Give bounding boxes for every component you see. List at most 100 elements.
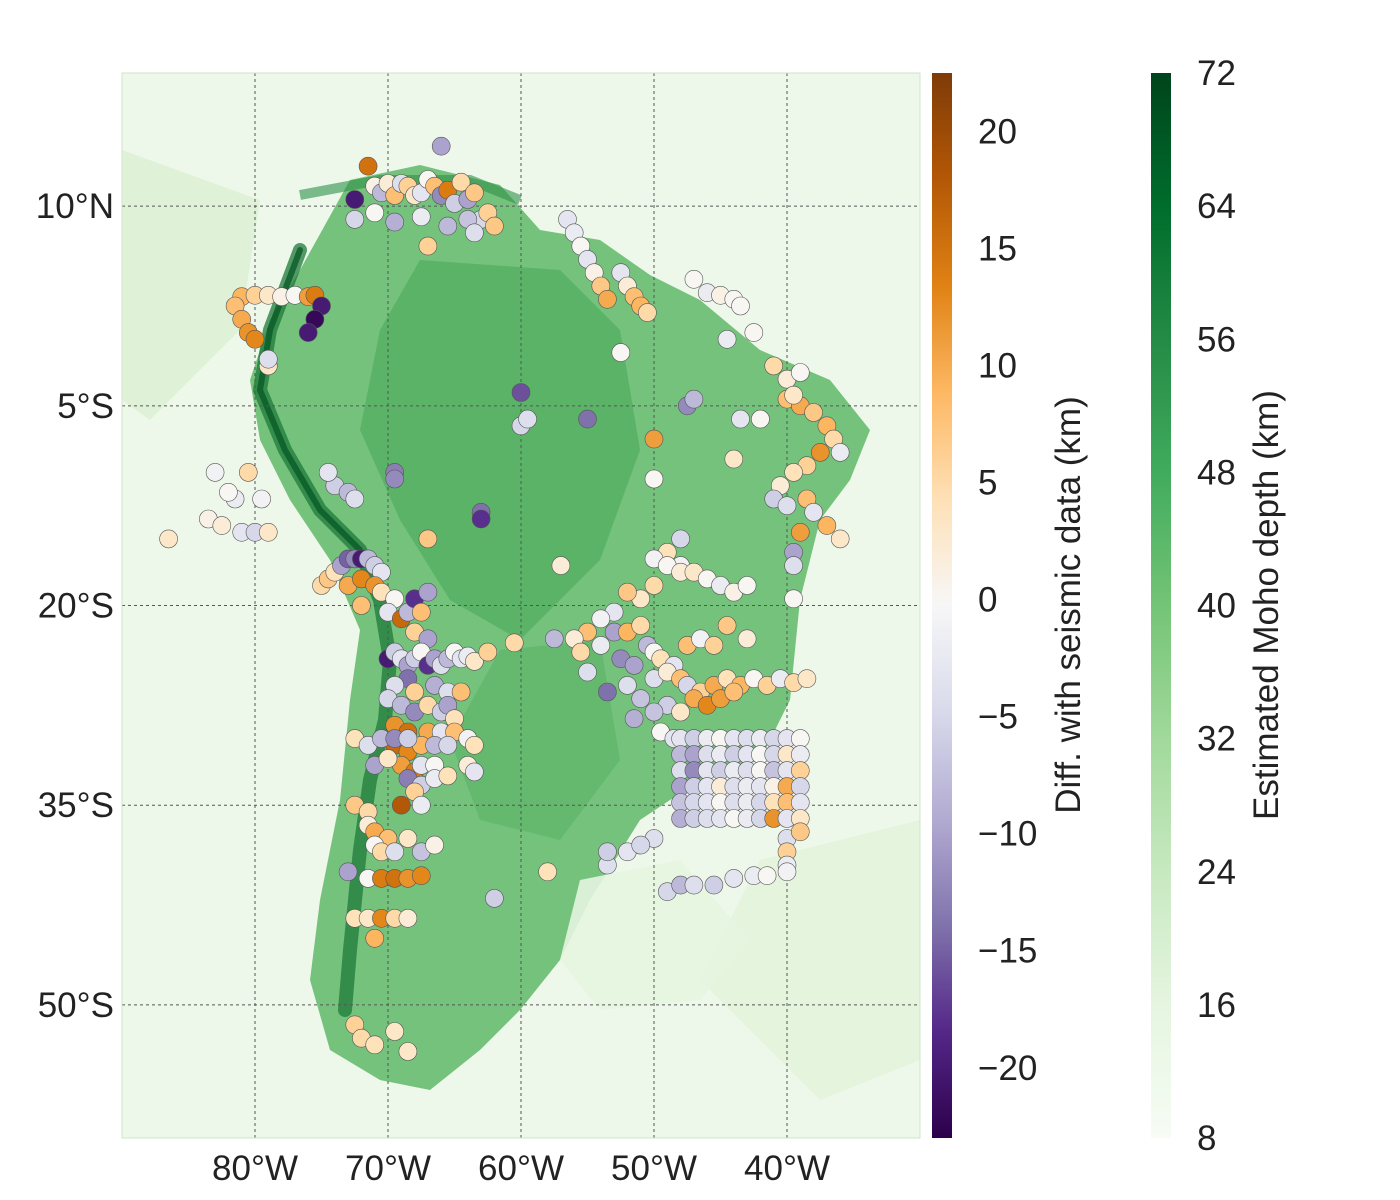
station-point — [744, 323, 764, 342]
station-point — [298, 323, 318, 342]
station-point — [478, 642, 498, 662]
station-points — [159, 136, 850, 1061]
station-point — [411, 866, 431, 886]
moho-colorbar-tick-label: 32 — [1197, 720, 1236, 759]
station-point — [385, 1022, 405, 1041]
station-point — [385, 212, 405, 232]
station-point — [618, 582, 637, 602]
station-point — [804, 403, 823, 422]
station-point — [618, 676, 637, 695]
station-point — [451, 682, 471, 702]
x-tick-label: 70°W — [345, 1149, 431, 1188]
station-point — [717, 616, 737, 635]
station-point — [790, 745, 810, 764]
y-tick-label: 10°N — [36, 187, 114, 226]
station-point — [817, 516, 837, 535]
station-point — [684, 269, 704, 289]
station-point — [671, 702, 690, 722]
station-point — [790, 777, 810, 796]
station-point — [345, 210, 365, 229]
station-point — [551, 556, 571, 575]
station-point — [598, 289, 617, 309]
station-point — [784, 463, 803, 482]
station-point — [804, 502, 823, 522]
diff-colorbar-tick-label: −5 — [978, 698, 1018, 737]
station-point — [538, 862, 557, 882]
station-point — [737, 576, 757, 595]
station-point — [338, 862, 358, 882]
station-point — [438, 216, 458, 236]
station-point — [245, 329, 265, 349]
station-point — [611, 343, 631, 362]
moho-colorbar-label: Estimated Moho depth (km) — [1247, 390, 1286, 820]
moho-depth-field — [122, 150, 920, 1100]
moho-colorbar-tick-label: 72 — [1197, 54, 1236, 93]
station-point — [644, 469, 664, 489]
station-point — [159, 529, 178, 549]
station-point — [790, 363, 810, 382]
moho-colorbar-gradient — [1151, 73, 1171, 1138]
station-point — [631, 835, 651, 855]
station-point — [624, 709, 644, 729]
station-point — [219, 482, 238, 502]
diff-colorbar-ticks: 20 15 10 5 0 −5 −10 −15 −20 — [978, 113, 1037, 1088]
station-point — [431, 136, 451, 156]
station-point — [724, 682, 744, 702]
diff-colorbar-tick-label: 5 — [978, 464, 997, 503]
station-point — [784, 385, 803, 405]
diff-colorbar-tick-label: 15 — [978, 230, 1017, 269]
station-point — [358, 156, 378, 176]
station-point — [438, 766, 458, 786]
station-point — [411, 207, 431, 227]
station-point — [704, 875, 724, 895]
station-point — [764, 356, 784, 376]
station-point — [418, 582, 438, 602]
station-point — [212, 516, 232, 535]
diff-colorbar-tick-label: −20 — [978, 1049, 1037, 1088]
diff-colorbar-tick-label: 0 — [978, 581, 997, 620]
station-point — [644, 429, 664, 449]
station-point — [465, 183, 484, 203]
station-point — [365, 203, 385, 223]
station-point — [784, 589, 803, 609]
map-area — [121, 72, 921, 1139]
moho-colorbar-tick-label: 16 — [1197, 986, 1236, 1025]
y-axis: 10°N 5°S 20°S 35°S 50°S — [36, 187, 114, 1025]
station-point — [318, 463, 338, 482]
station-point — [418, 236, 438, 256]
station-point — [830, 529, 850, 549]
station-point — [598, 682, 617, 702]
station-point — [724, 449, 744, 469]
station-point — [239, 463, 258, 482]
moho-colorbar-tick-label: 64 — [1197, 187, 1236, 226]
moho-colorbar-tick-label: 24 — [1197, 853, 1236, 892]
station-point — [757, 866, 777, 886]
station-point — [591, 636, 611, 655]
diff-colorbar-tick-label: −15 — [978, 932, 1037, 971]
station-point — [352, 596, 371, 615]
diff-colorbar-tick-label: 20 — [978, 113, 1017, 152]
station-point — [751, 409, 770, 429]
station-point — [684, 875, 704, 895]
diff-colorbar: 20 15 10 5 0 −5 −10 −15 −20 Diff. with seismic d… — [932, 73, 1088, 1138]
station-point — [797, 669, 817, 689]
station-point — [790, 822, 810, 842]
station-point — [405, 682, 424, 702]
station-point — [398, 729, 418, 748]
station-point — [398, 829, 418, 848]
station-point — [810, 443, 830, 462]
station-point — [790, 729, 810, 748]
station-point — [345, 489, 365, 509]
station-point — [578, 662, 597, 682]
station-point — [737, 629, 757, 649]
station-point — [571, 642, 591, 662]
station-point — [398, 1042, 418, 1061]
station-point — [624, 656, 644, 675]
moho-colorbar-tick-label: 40 — [1197, 587, 1236, 626]
station-point — [485, 216, 504, 236]
diff-colorbar-label: Diff. with seismic data (km) — [1049, 396, 1088, 814]
station-point — [671, 529, 690, 549]
station-point — [830, 443, 850, 462]
station-point — [258, 522, 278, 542]
